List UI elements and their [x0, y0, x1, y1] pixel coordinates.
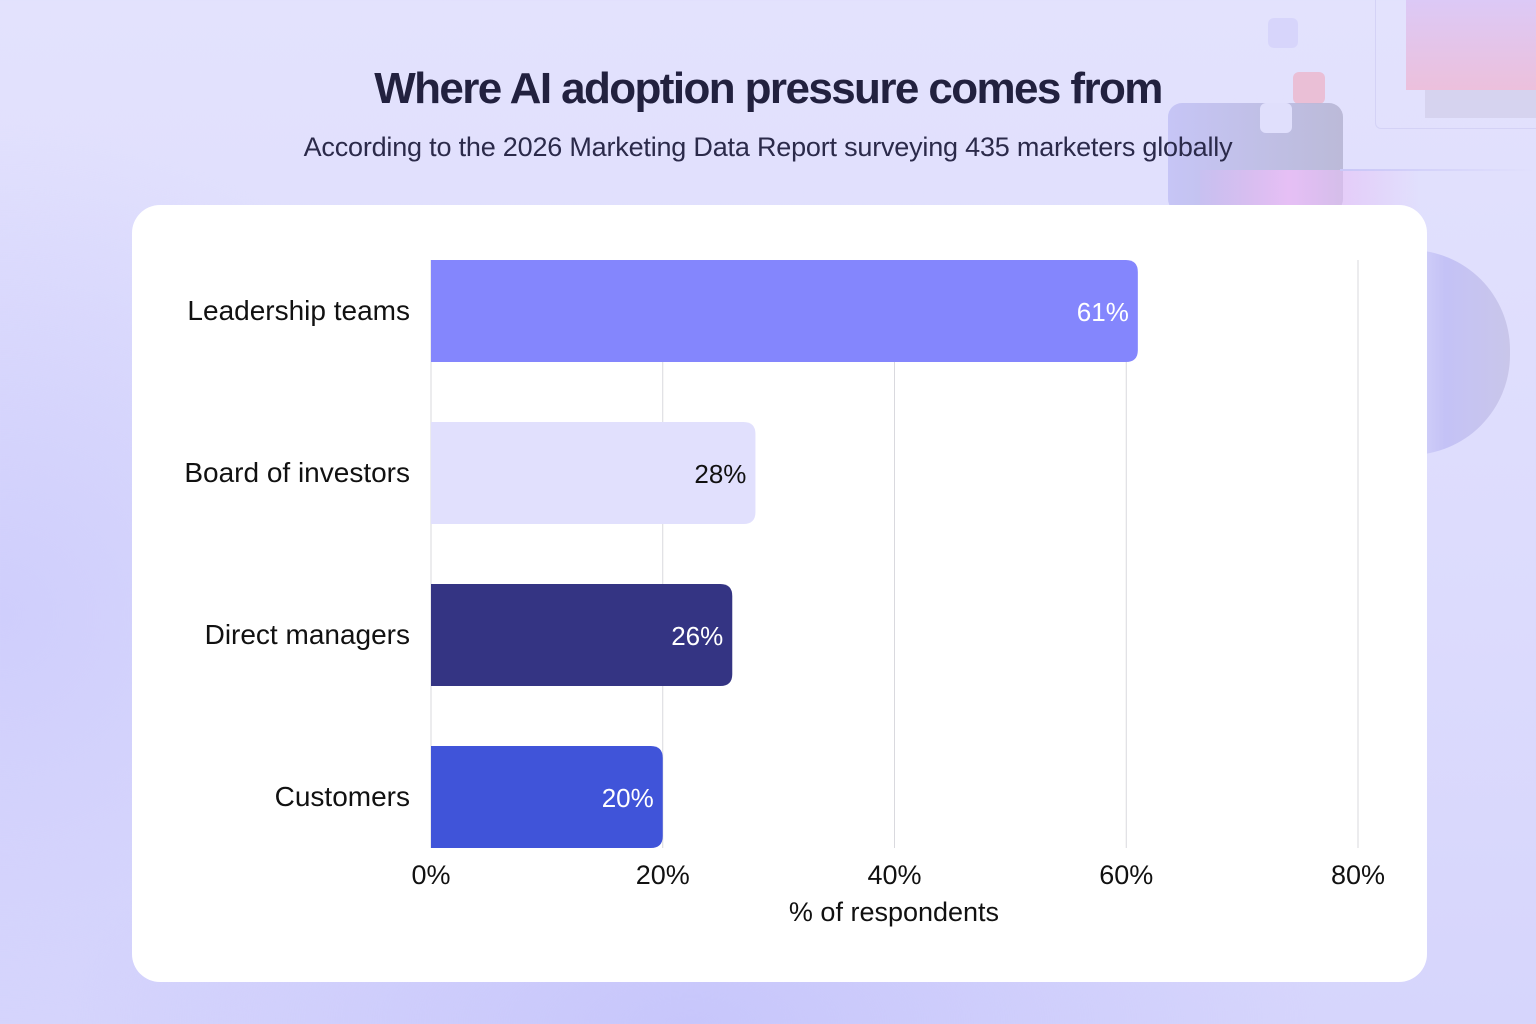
- bar-value-label: 61%: [1077, 297, 1129, 327]
- category-label: Customers: [275, 781, 410, 812]
- decor-panel-shadow: [1425, 90, 1536, 118]
- category-label: Direct managers: [205, 619, 410, 650]
- decor-panel-outline: [1375, 0, 1536, 129]
- chart-subtitle: According to the 2026 Marketing Data Rep…: [303, 132, 1233, 162]
- bar-value-label: 28%: [694, 459, 746, 489]
- x-tick-label: 20%: [636, 860, 690, 890]
- bar: [431, 422, 756, 524]
- decor-glow-pink: [1200, 170, 1420, 210]
- x-axis-title: % of respondents: [789, 897, 999, 927]
- x-tick-label: 40%: [867, 860, 921, 890]
- category-label: Board of investors: [184, 457, 410, 488]
- decor-panel-pink: [1406, 0, 1536, 90]
- decor-square-pink: [1293, 72, 1325, 104]
- x-tick-label: 60%: [1099, 860, 1153, 890]
- x-tick-labels: 0% 20% 40% 60% 80%: [411, 860, 1385, 890]
- chart-title: Where AI adoption pressure comes from: [374, 64, 1163, 113]
- bar-value-label: 26%: [671, 621, 723, 651]
- category-labels: Leadership teams Board of investors Direct…: [184, 295, 410, 812]
- x-tick-label: 80%: [1331, 860, 1385, 890]
- bar: [431, 260, 1138, 362]
- bar: [431, 584, 733, 686]
- decor-square-light: [1260, 103, 1292, 133]
- decor-line: [1340, 169, 1536, 171]
- bar: [431, 746, 663, 848]
- decor-square-lavender: [1268, 18, 1298, 48]
- category-label: Leadership teams: [187, 295, 410, 326]
- bar-value-label: 20%: [602, 783, 654, 813]
- x-tick-label: 0%: [411, 860, 450, 890]
- bars: 61% 28% 26% 20%: [431, 260, 1138, 848]
